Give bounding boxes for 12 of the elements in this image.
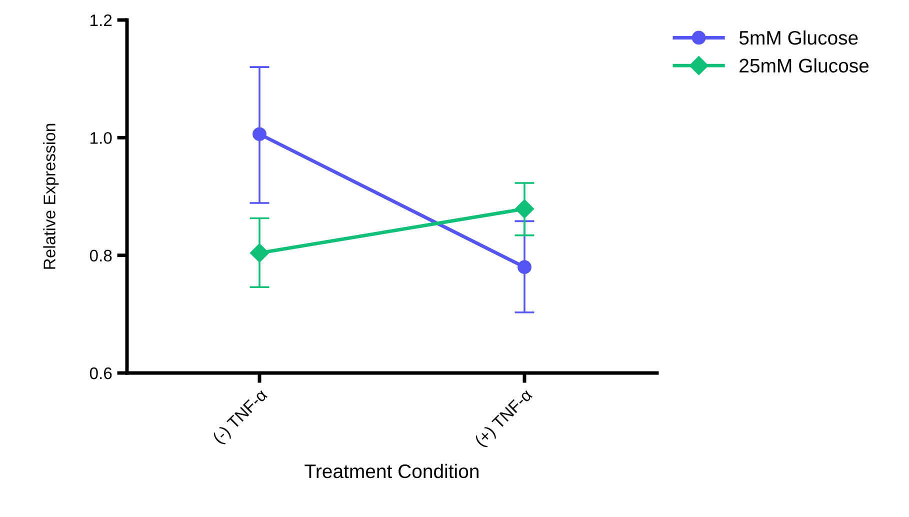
y-tick-label: 0.6 xyxy=(90,367,112,380)
legend-label: 5mM Glucose xyxy=(739,30,858,45)
y-axis-title: Relative Expression xyxy=(43,124,59,269)
point xyxy=(250,243,270,263)
y-tick-label: 0.8 xyxy=(90,250,112,262)
legend-label: 25mM Glucose xyxy=(740,58,869,73)
point xyxy=(514,199,534,218)
y-tick-label: 1.2 xyxy=(90,14,112,26)
point xyxy=(518,260,532,274)
x-axis-title: Treatment Condition xyxy=(304,464,478,478)
y-tick-label: 1.0 xyxy=(90,132,112,144)
point xyxy=(252,127,266,142)
